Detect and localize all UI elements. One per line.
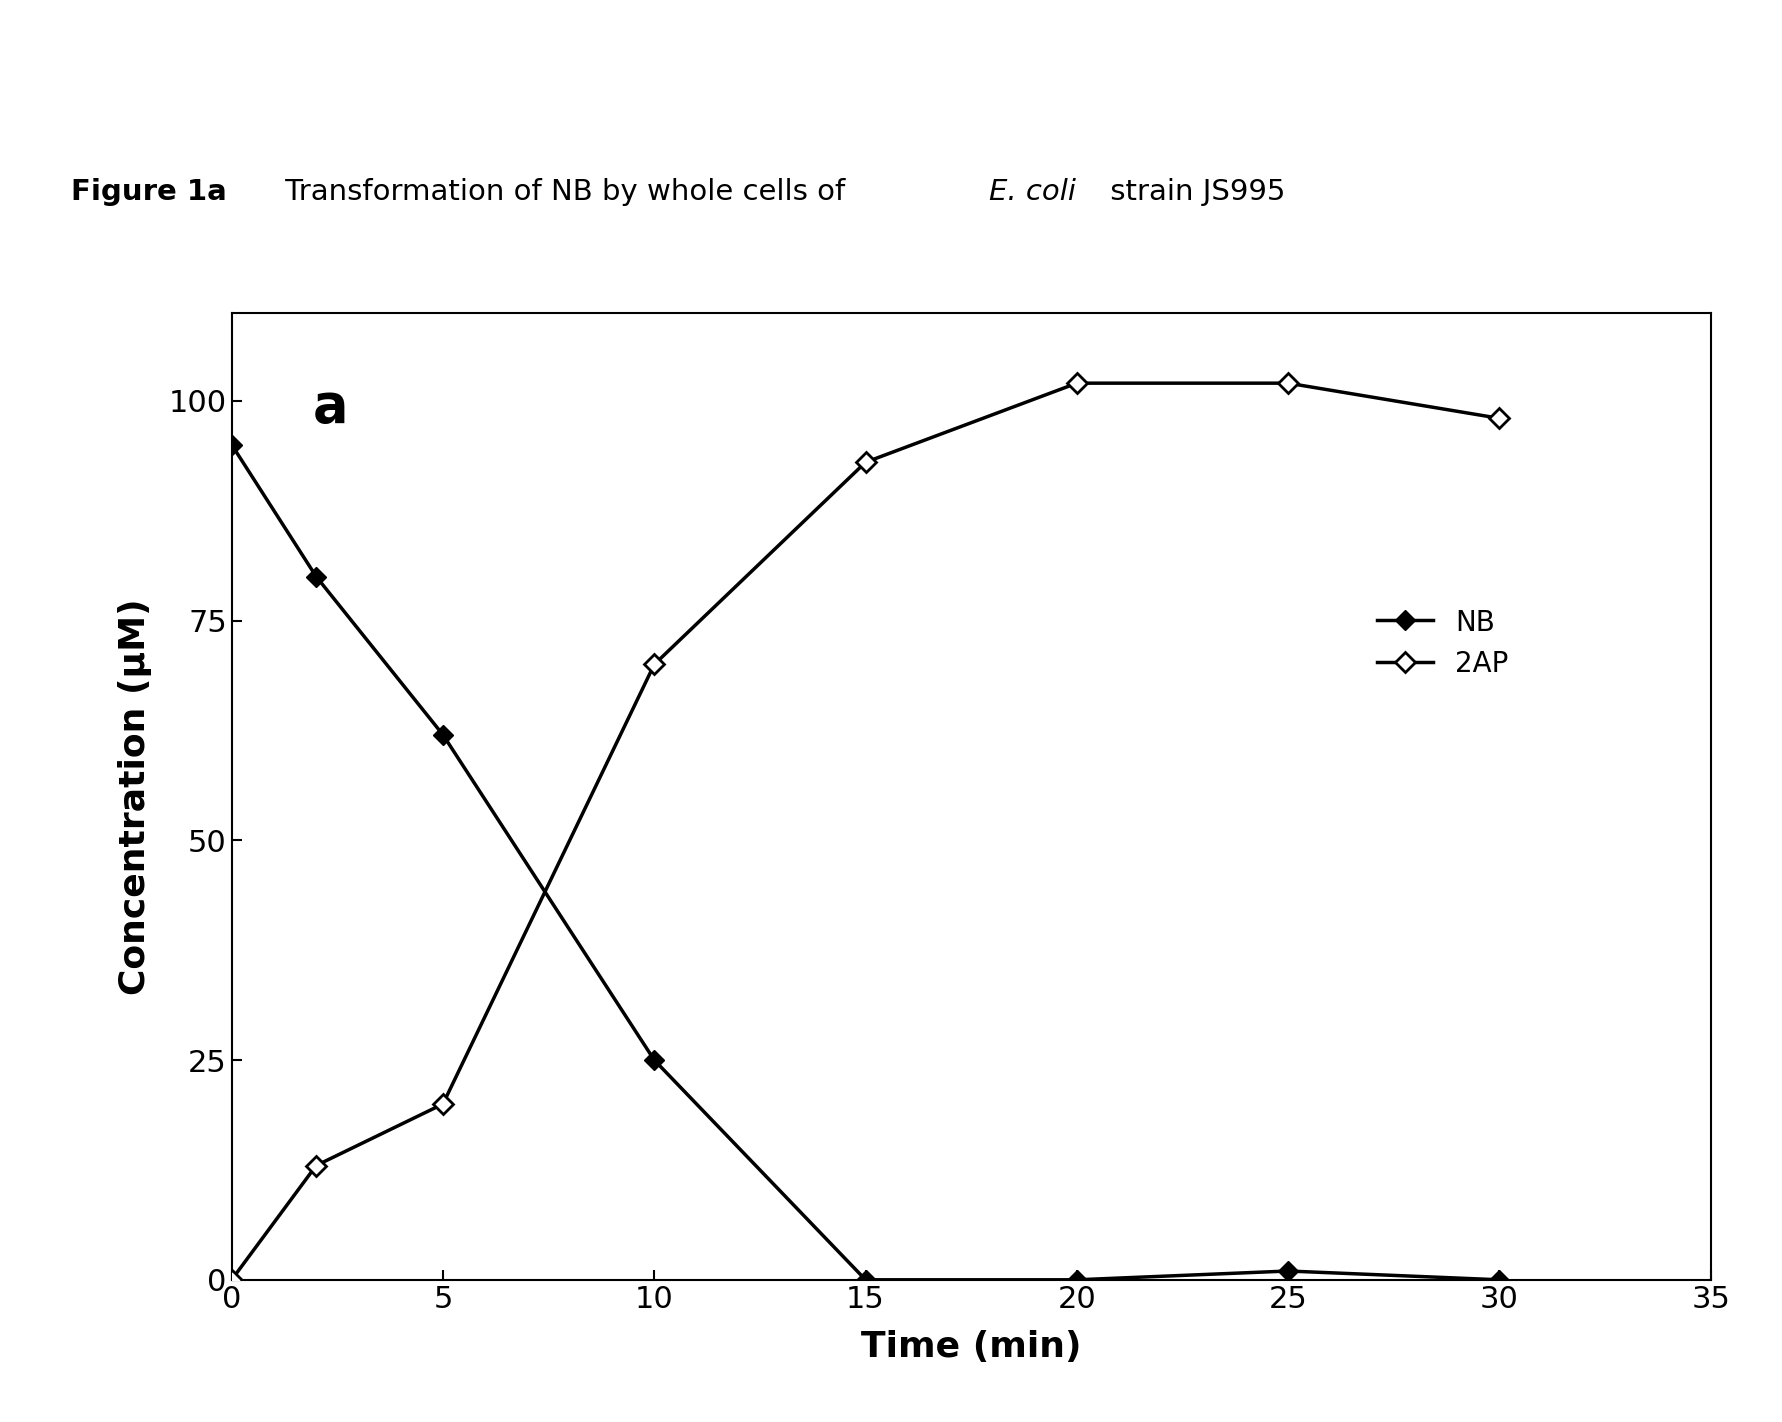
NB (221, 437, 242, 454)
Line: 2AP: 2AP (225, 377, 1506, 1287)
Text: a: a (314, 381, 349, 432)
NB (1488, 1271, 1509, 1288)
Text: strain JS995: strain JS995 (1101, 178, 1285, 206)
NB (643, 1051, 665, 1068)
Text: Figure 1a: Figure 1a (71, 178, 226, 206)
Text: Transformation of NB by whole cells of: Transformation of NB by whole cells of (276, 178, 855, 206)
Line: NB: NB (225, 438, 1506, 1287)
NB (1066, 1271, 1087, 1288)
2AP (305, 1158, 326, 1175)
X-axis label: Time (min): Time (min) (861, 1331, 1082, 1364)
NB (433, 727, 454, 744)
Legend: NB, 2AP: NB, 2AP (1367, 597, 1520, 690)
2AP (221, 1271, 242, 1288)
2AP (643, 656, 665, 673)
NB (855, 1271, 877, 1288)
NB (1278, 1263, 1299, 1280)
NB (305, 567, 326, 584)
2AP (1278, 374, 1299, 391)
2AP (433, 1095, 454, 1112)
2AP (855, 454, 877, 471)
Text: E. coli: E. coli (989, 178, 1076, 206)
2AP (1066, 374, 1087, 391)
2AP (1488, 410, 1509, 427)
Y-axis label: Concentration (μM): Concentration (μM) (118, 599, 151, 994)
